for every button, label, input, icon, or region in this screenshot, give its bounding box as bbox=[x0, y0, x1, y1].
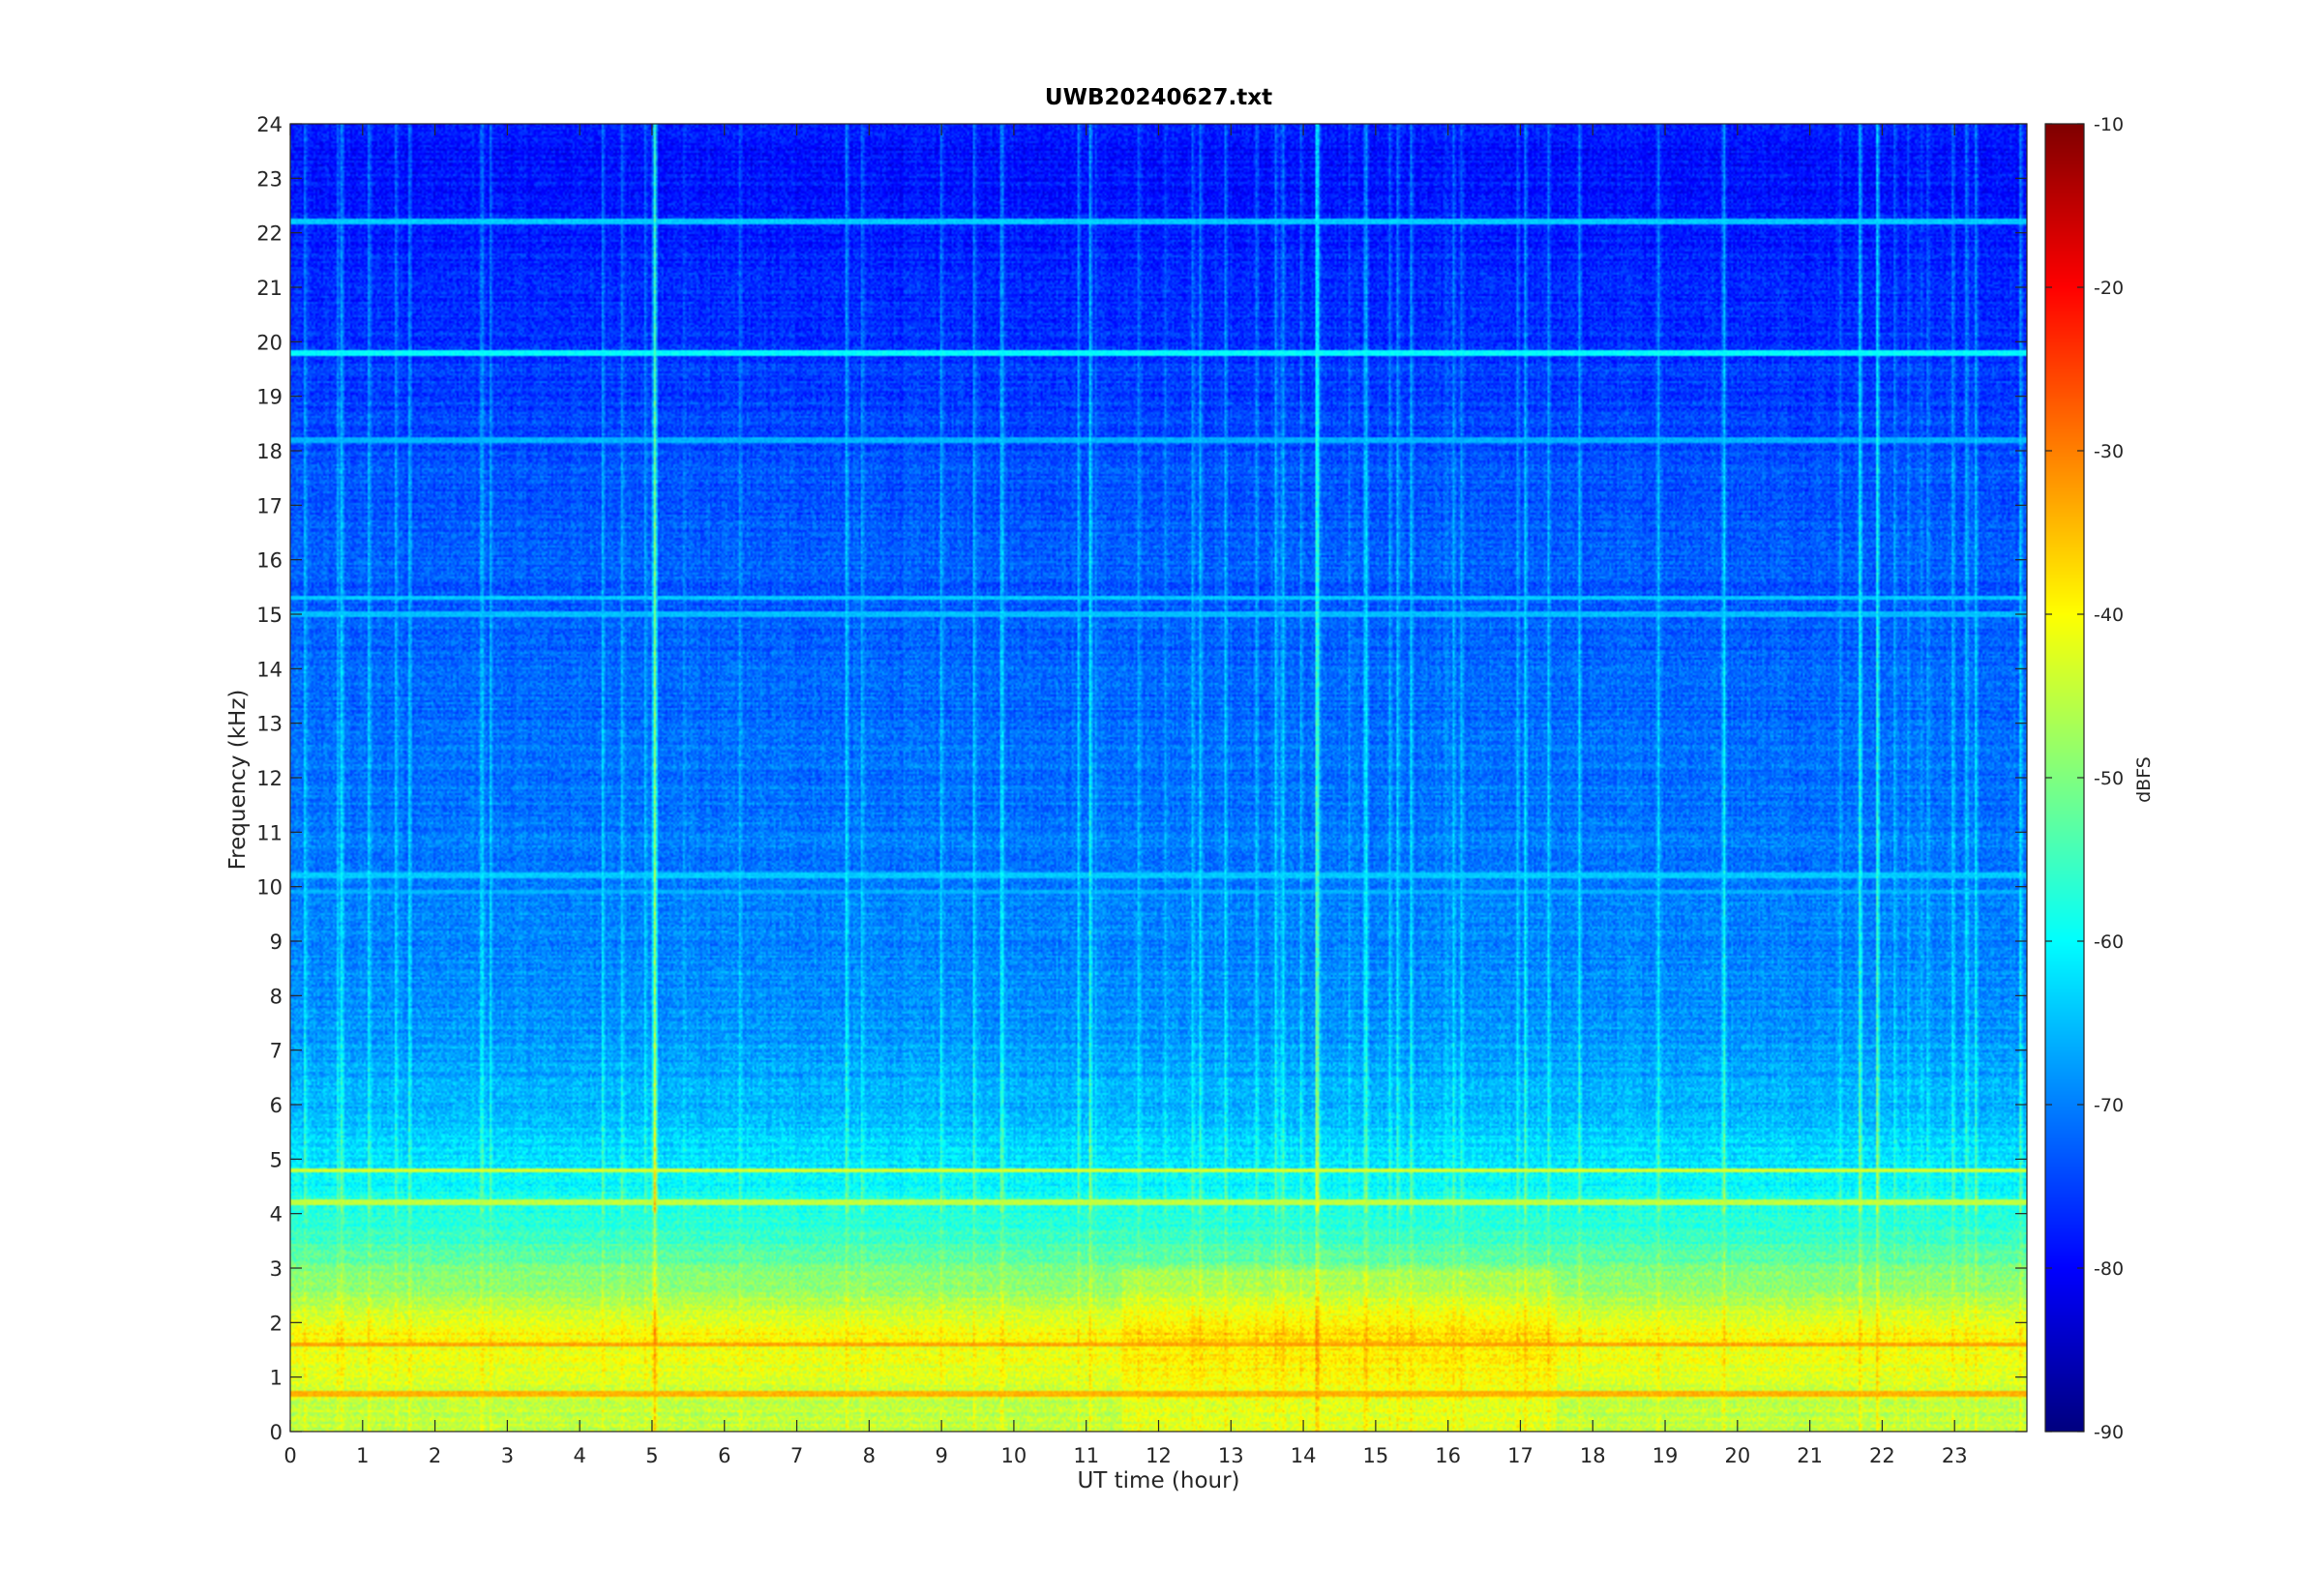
x-tick-label: 4 bbox=[573, 1444, 585, 1467]
y-tick-label: 11 bbox=[256, 821, 283, 844]
x-tick-label: 20 bbox=[1724, 1444, 1750, 1467]
y-tick-label: 2 bbox=[270, 1312, 283, 1335]
y-tick-label: 20 bbox=[256, 331, 283, 354]
y-tick-label: 15 bbox=[256, 604, 283, 627]
x-axis-label: UT time (hour) bbox=[1077, 1468, 1240, 1493]
y-tick-label: 0 bbox=[270, 1421, 283, 1444]
y-tick-label: 17 bbox=[256, 494, 283, 517]
y-tick-label: 12 bbox=[256, 767, 283, 790]
x-tick-label: 12 bbox=[1146, 1444, 1172, 1467]
y-tick-label: 9 bbox=[270, 931, 283, 954]
colorbar-tick-label: -30 bbox=[2094, 441, 2124, 462]
colorbar-tick-label: -20 bbox=[2094, 278, 2124, 299]
y-tick-label: 18 bbox=[256, 440, 283, 463]
x-tick-label: 19 bbox=[1652, 1444, 1679, 1467]
y-tick-label: 4 bbox=[270, 1203, 283, 1227]
y-tick-label: 10 bbox=[256, 876, 283, 900]
x-tick-label: 21 bbox=[1797, 1444, 1823, 1467]
x-tick-label: 7 bbox=[790, 1444, 803, 1467]
y-tick-label: 21 bbox=[256, 277, 283, 300]
colorbar-tick-label: -40 bbox=[2094, 605, 2124, 626]
y-tick-label: 24 bbox=[256, 113, 283, 136]
y-tick-label: 14 bbox=[256, 658, 283, 681]
y-tick-label: 5 bbox=[270, 1148, 283, 1171]
y-tick-label: 22 bbox=[256, 222, 283, 246]
x-tick-label: 5 bbox=[645, 1444, 658, 1467]
x-tick-label: 22 bbox=[1869, 1444, 1895, 1467]
x-tick-label: 23 bbox=[1942, 1444, 1968, 1467]
plot-frame bbox=[289, 123, 2028, 1433]
x-tick-label: 0 bbox=[283, 1444, 296, 1467]
y-tick-label: 16 bbox=[256, 549, 283, 573]
x-tick-label: 13 bbox=[1218, 1444, 1244, 1467]
colorbar-tick-label: -80 bbox=[2094, 1258, 2124, 1280]
colorbar-label: dBFS bbox=[2133, 756, 2155, 803]
y-tick-label: 6 bbox=[270, 1094, 283, 1117]
chart-title: UWB20240627.txt bbox=[1044, 85, 1273, 110]
x-tick-label: 6 bbox=[718, 1444, 730, 1467]
x-tick-label: 2 bbox=[429, 1444, 441, 1467]
y-tick-label: 19 bbox=[256, 386, 283, 409]
x-tick-label: 16 bbox=[1435, 1444, 1461, 1467]
colorbar-tick-label: -70 bbox=[2094, 1095, 2124, 1116]
y-tick-label: 8 bbox=[270, 985, 283, 1008]
x-tick-label: 1 bbox=[356, 1444, 369, 1467]
x-tick-label: 11 bbox=[1073, 1444, 1099, 1467]
x-tick-label: 9 bbox=[935, 1444, 947, 1467]
y-tick-label: 13 bbox=[256, 713, 283, 736]
y-tick-label: 1 bbox=[270, 1367, 283, 1390]
x-tick-label: 18 bbox=[1580, 1444, 1606, 1467]
colorbar-tick-label: -50 bbox=[2094, 768, 2124, 789]
y-tick-label: 23 bbox=[256, 167, 283, 191]
y-tick-label: 7 bbox=[270, 1040, 283, 1063]
y-tick-label: 3 bbox=[270, 1257, 283, 1281]
x-tick-label: 15 bbox=[1363, 1444, 1389, 1467]
x-tick-label: 10 bbox=[1001, 1444, 1027, 1467]
y-axis-label: Frequency (kHz) bbox=[225, 689, 251, 871]
spectrogram-image bbox=[290, 124, 2027, 1432]
x-tick-label: 17 bbox=[1507, 1444, 1533, 1467]
colorbar-tick-label: -60 bbox=[2094, 931, 2124, 953]
x-tick-label: 8 bbox=[863, 1444, 876, 1467]
x-tick-label: 3 bbox=[501, 1444, 514, 1467]
colorbar-tick-label: -10 bbox=[2094, 114, 2124, 135]
colorbar-tick-label: -90 bbox=[2094, 1422, 2124, 1443]
x-tick-label: 14 bbox=[1291, 1444, 1317, 1467]
